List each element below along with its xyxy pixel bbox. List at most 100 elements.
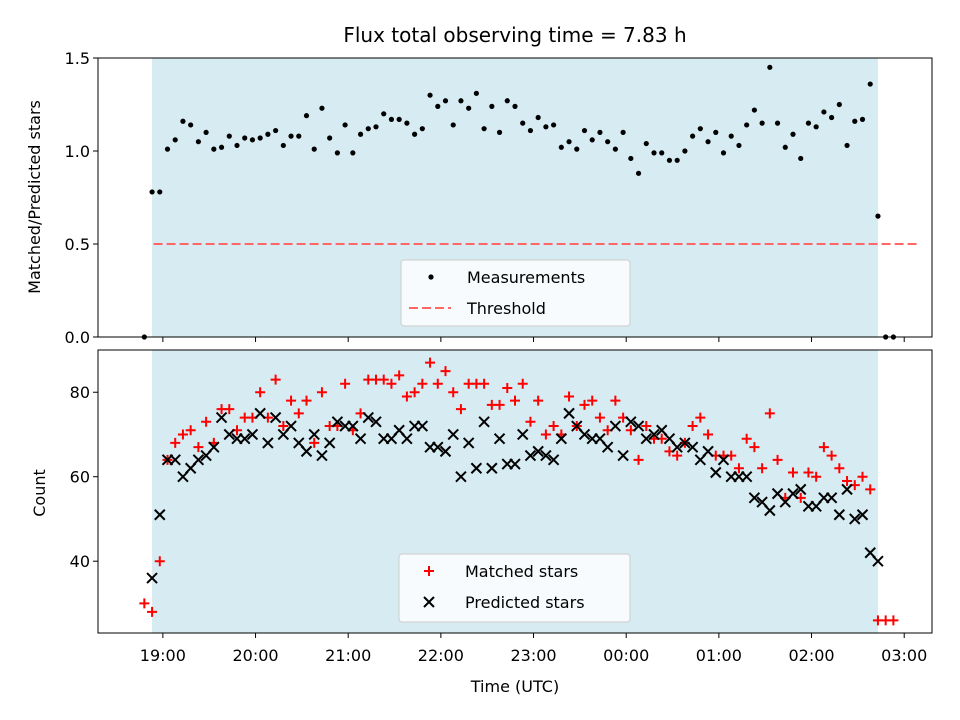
data-point [811,471,822,482]
data-point [177,429,188,440]
data-point [357,131,364,137]
data-point [401,391,412,402]
data-point [741,433,752,444]
data-point [744,122,750,128]
data-point [849,513,861,525]
data-point [632,420,645,432]
data-point [331,416,344,428]
data-point [859,116,866,122]
data-point [239,432,251,445]
data-point [193,442,204,453]
data-point [520,120,526,126]
series-measurements [141,64,896,340]
data-point [597,129,603,135]
data-point [427,92,433,98]
legend-box [400,259,631,327]
data-point [640,432,652,445]
data-point [249,137,256,143]
y-tick-label: 1.5 [65,49,90,68]
data-point [578,428,591,441]
data-point [286,395,297,406]
data-point [496,129,503,135]
data-point [833,509,846,521]
legend-label: Matched stars [465,562,578,581]
y-tick-label: 60 [70,468,90,487]
data-point [643,140,649,147]
x-tick-label: 20:00 [232,646,278,665]
data-point [717,454,730,466]
data-point [327,135,333,141]
x-tick-label: 00:00 [603,646,649,665]
data-point [147,606,158,617]
data-point [242,135,248,141]
data-point [533,395,544,406]
data-point [803,467,814,478]
data-point [805,120,812,126]
data-point [362,411,374,424]
data-point [555,432,568,445]
data-point [224,404,235,415]
data-point [564,391,575,402]
data-point [149,189,155,195]
data-point [432,441,444,453]
data-point [370,416,382,428]
data-point [489,103,495,109]
data-point [154,509,166,521]
data-point [524,449,537,462]
data-point [440,366,451,377]
data-point [473,90,479,96]
legend: Measurements Threshold [400,259,631,327]
data-point [605,139,611,145]
data-point [478,416,490,428]
data-point [628,155,634,162]
data-point [798,155,804,162]
data-point [386,378,397,389]
data-point [749,442,760,453]
data-point [439,445,452,458]
data-point [659,150,665,156]
data-point [826,450,837,461]
data-point [208,441,220,453]
data-point [404,120,410,126]
data-point [671,441,683,453]
data-point [517,378,528,389]
data-point [609,420,622,432]
bottom-y-axis-label: Count [30,469,49,517]
data-point [540,429,551,440]
data-point [442,98,449,104]
y-tick-label: 0.0 [65,328,90,347]
data-point [674,157,680,163]
data-point [342,122,348,128]
data-point [633,454,644,465]
data-point [625,416,637,428]
data-point [535,114,541,121]
data-point [479,378,490,389]
y-tick-label: 80 [70,383,90,402]
data-point [296,133,302,139]
x-axis-label: Time (UTC) [470,677,559,696]
data-point [301,395,312,406]
data-point [774,120,781,126]
data-point [502,383,513,394]
data-point [416,420,429,432]
data-point [300,445,313,458]
data-point [547,454,560,466]
data-point [340,378,351,389]
data-point [825,492,838,504]
data-point [226,133,232,139]
data-point [157,189,163,195]
data-point [334,150,340,156]
data-point [813,124,819,130]
data-point [278,421,289,432]
legend: Matched stars Predicted stars [398,553,631,623]
data-point [192,454,205,466]
data-point [255,387,266,398]
data-point [713,129,719,135]
data-point [448,387,459,398]
x-tick-label: 23:00 [510,646,556,665]
data-point [589,137,595,143]
axes-frame [97,57,933,338]
x-tick-label: 22:00 [418,646,464,665]
data-point [888,615,899,626]
